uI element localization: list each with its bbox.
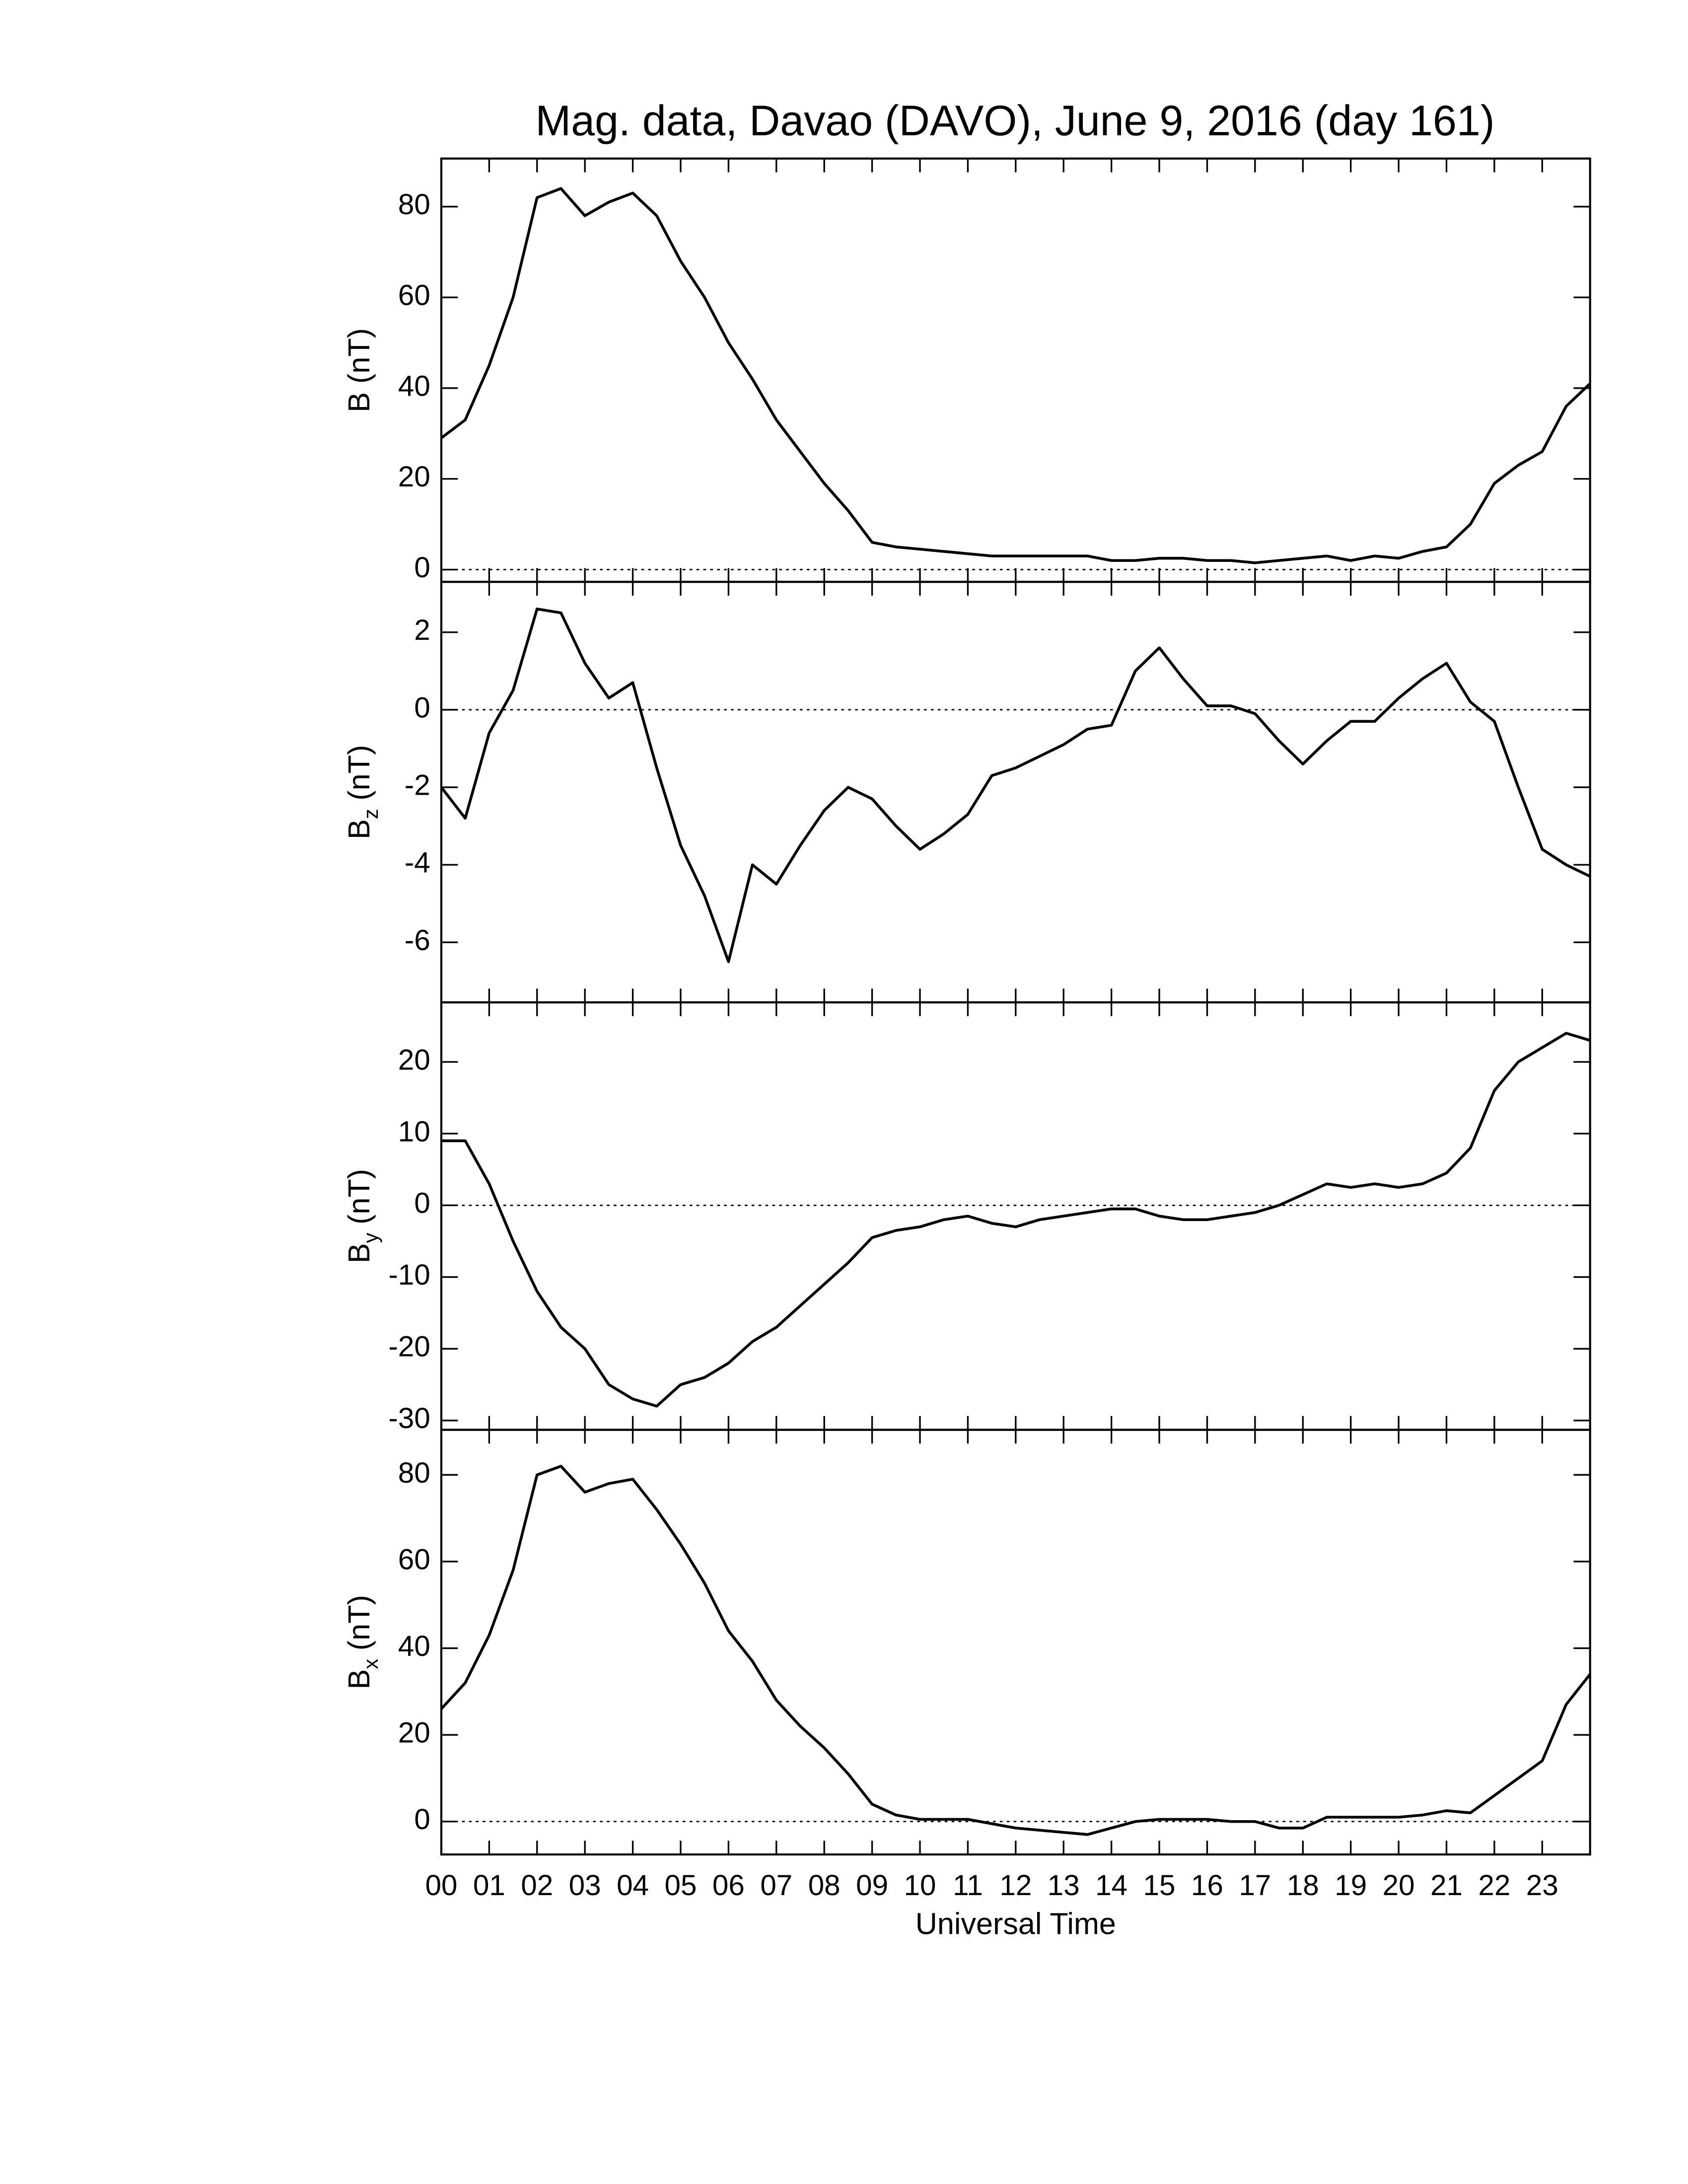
y-axis-label-part: x [359, 1659, 382, 1669]
y-tick-label: 0 [414, 691, 430, 724]
y-axis-label: Bx (nT) [342, 1595, 382, 1689]
x-tick-label: 13 [1048, 1869, 1080, 1902]
x-tick-label: 19 [1335, 1869, 1367, 1902]
y-axis-label-part: (nT) [342, 1169, 376, 1225]
x-tick-label: 03 [569, 1869, 601, 1902]
y-axis-label-part: B [342, 1243, 376, 1263]
x-tick-label: 04 [617, 1869, 649, 1902]
plot-frame [440, 157, 1591, 583]
y-tick-label: 60 [398, 1543, 430, 1575]
data-line [440, 187, 1591, 564]
y-tick-label: -30 [388, 1402, 430, 1434]
y-tick-label: 20 [398, 1044, 430, 1076]
x-tick-label: 16 [1191, 1869, 1223, 1902]
x-tick-label: 07 [760, 1869, 792, 1902]
plot-frame [440, 1001, 1591, 1431]
x-tick-label: 05 [665, 1869, 697, 1902]
y-tick-label: -4 [405, 847, 430, 879]
x-tick-label: 10 [904, 1869, 936, 1902]
x-tick-label: 23 [1526, 1869, 1558, 1902]
y-tick-label: 0 [414, 1187, 430, 1220]
y-tick-label: 80 [398, 1457, 430, 1489]
y-tick-label: 2 [414, 614, 430, 646]
y-axis-label-part: (nT) [342, 745, 376, 801]
x-tick-label: 00 [425, 1869, 457, 1902]
y-tick-label: 20 [398, 1717, 430, 1749]
x-tick-label: 11 [953, 1869, 983, 1902]
x-tick-label: 21 [1430, 1869, 1463, 1902]
y-tick-label: -6 [405, 924, 430, 956]
y-tick-label: 0 [414, 551, 430, 584]
x-tick-label: 22 [1478, 1869, 1511, 1902]
chart-title: Mag. data, Davao (DAVO), June 9, 2016 (d… [535, 97, 1494, 145]
data-line [440, 608, 1591, 963]
x-tick-label: 02 [521, 1869, 553, 1902]
y-tick-label: 80 [398, 189, 430, 221]
y-tick-label: 0 [414, 1803, 430, 1836]
y-axis-label-part: B (nT) [342, 328, 376, 412]
y-axis-label-part: y [359, 1232, 382, 1243]
y-tick-label: 60 [398, 279, 430, 312]
y-tick-label: 20 [398, 461, 430, 493]
x-tick-label: 15 [1143, 1869, 1176, 1902]
x-tick-label: 20 [1383, 1869, 1415, 1902]
y-axis-label: B (nT) [342, 328, 376, 412]
y-tick-label: -2 [405, 769, 430, 801]
x-axis-label: Universal Time [915, 1907, 1116, 1941]
y-tick-label: -10 [388, 1259, 430, 1291]
x-tick-label: 08 [808, 1869, 841, 1902]
y-axis-label-part: B [342, 1669, 376, 1690]
data-line [441, 1031, 1591, 1408]
plot-frame [440, 581, 1591, 1004]
y-axis-label-part: z [359, 809, 382, 819]
x-tick-label: 01 [473, 1869, 505, 1902]
plot-frame [440, 1429, 1591, 1856]
y-tick-label: 10 [398, 1115, 430, 1148]
y-axis-label-part: B [342, 819, 376, 839]
y-axis-label: By (nT) [342, 1169, 382, 1263]
y-axis-label: Bz (nT) [342, 745, 382, 839]
x-tick-label: 12 [999, 1869, 1032, 1902]
y-axis-label-part: (nT) [342, 1595, 376, 1650]
x-tick-label: 06 [712, 1869, 745, 1902]
data-line [440, 1465, 1591, 1836]
x-tick-label: 14 [1095, 1869, 1127, 1902]
x-tick-label: 17 [1239, 1869, 1271, 1902]
x-tick-label: 18 [1287, 1869, 1319, 1902]
y-tick-label: 40 [398, 1630, 430, 1662]
y-tick-label: -20 [388, 1331, 430, 1363]
y-tick-label: 40 [398, 370, 430, 402]
x-tick-label: 09 [856, 1869, 888, 1902]
